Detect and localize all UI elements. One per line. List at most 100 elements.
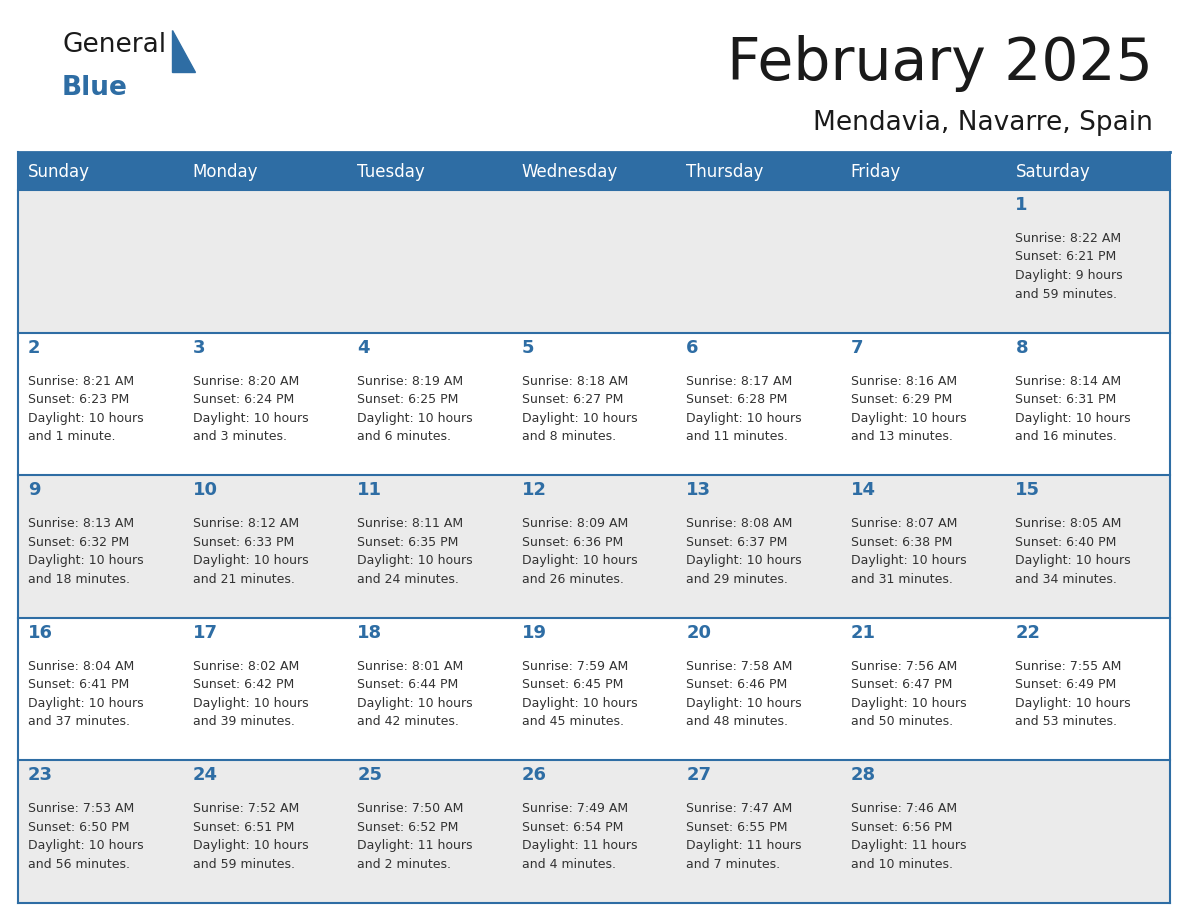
Text: Sunrise: 7:46 AM
Sunset: 6:56 PM
Daylight: 11 hours
and 10 minutes.: Sunrise: 7:46 AM Sunset: 6:56 PM Dayligh… bbox=[851, 802, 966, 871]
Text: Tuesday: Tuesday bbox=[358, 163, 425, 181]
Text: Sunrise: 7:49 AM
Sunset: 6:54 PM
Daylight: 11 hours
and 4 minutes.: Sunrise: 7:49 AM Sunset: 6:54 PM Dayligh… bbox=[522, 802, 637, 871]
Text: Wednesday: Wednesday bbox=[522, 163, 618, 181]
Text: Sunrise: 8:14 AM
Sunset: 6:31 PM
Daylight: 10 hours
and 16 minutes.: Sunrise: 8:14 AM Sunset: 6:31 PM Dayligh… bbox=[1016, 375, 1131, 443]
Text: Saturday: Saturday bbox=[1016, 163, 1091, 181]
Text: 11: 11 bbox=[358, 481, 383, 499]
FancyBboxPatch shape bbox=[676, 618, 841, 760]
FancyBboxPatch shape bbox=[841, 476, 1005, 618]
Text: General: General bbox=[62, 32, 166, 58]
Text: 25: 25 bbox=[358, 767, 383, 784]
Text: Sunrise: 8:22 AM
Sunset: 6:21 PM
Daylight: 9 hours
and 59 minutes.: Sunrise: 8:22 AM Sunset: 6:21 PM Dayligh… bbox=[1016, 232, 1123, 300]
Text: 19: 19 bbox=[522, 624, 546, 642]
Text: 13: 13 bbox=[687, 481, 712, 499]
FancyBboxPatch shape bbox=[676, 476, 841, 618]
Text: 12: 12 bbox=[522, 481, 546, 499]
Text: Sunrise: 8:21 AM
Sunset: 6:23 PM
Daylight: 10 hours
and 1 minute.: Sunrise: 8:21 AM Sunset: 6:23 PM Dayligh… bbox=[29, 375, 144, 443]
FancyBboxPatch shape bbox=[18, 152, 183, 190]
Text: 4: 4 bbox=[358, 339, 369, 356]
Text: Sunrise: 8:18 AM
Sunset: 6:27 PM
Daylight: 10 hours
and 8 minutes.: Sunrise: 8:18 AM Sunset: 6:27 PM Dayligh… bbox=[522, 375, 637, 443]
Text: Sunrise: 7:53 AM
Sunset: 6:50 PM
Daylight: 10 hours
and 56 minutes.: Sunrise: 7:53 AM Sunset: 6:50 PM Dayligh… bbox=[29, 802, 144, 871]
FancyBboxPatch shape bbox=[1005, 476, 1170, 618]
FancyBboxPatch shape bbox=[183, 618, 347, 760]
Text: 14: 14 bbox=[851, 481, 876, 499]
FancyBboxPatch shape bbox=[347, 618, 512, 760]
FancyBboxPatch shape bbox=[18, 618, 183, 760]
Text: 21: 21 bbox=[851, 624, 876, 642]
Text: Sunrise: 8:16 AM
Sunset: 6:29 PM
Daylight: 10 hours
and 13 minutes.: Sunrise: 8:16 AM Sunset: 6:29 PM Dayligh… bbox=[851, 375, 967, 443]
FancyBboxPatch shape bbox=[18, 476, 183, 618]
Text: 1: 1 bbox=[1016, 196, 1028, 214]
Text: 2: 2 bbox=[29, 339, 40, 356]
FancyBboxPatch shape bbox=[841, 618, 1005, 760]
Text: February 2025: February 2025 bbox=[727, 35, 1154, 92]
FancyBboxPatch shape bbox=[676, 190, 841, 332]
FancyBboxPatch shape bbox=[676, 760, 841, 903]
Text: 26: 26 bbox=[522, 767, 546, 784]
Text: Sunrise: 8:17 AM
Sunset: 6:28 PM
Daylight: 10 hours
and 11 minutes.: Sunrise: 8:17 AM Sunset: 6:28 PM Dayligh… bbox=[687, 375, 802, 443]
Text: Friday: Friday bbox=[851, 163, 902, 181]
FancyBboxPatch shape bbox=[183, 190, 347, 332]
FancyBboxPatch shape bbox=[18, 760, 183, 903]
Text: Sunrise: 8:20 AM
Sunset: 6:24 PM
Daylight: 10 hours
and 3 minutes.: Sunrise: 8:20 AM Sunset: 6:24 PM Dayligh… bbox=[192, 375, 308, 443]
FancyBboxPatch shape bbox=[347, 476, 512, 618]
FancyBboxPatch shape bbox=[347, 332, 512, 476]
Text: Sunrise: 8:05 AM
Sunset: 6:40 PM
Daylight: 10 hours
and 34 minutes.: Sunrise: 8:05 AM Sunset: 6:40 PM Dayligh… bbox=[1016, 517, 1131, 586]
FancyBboxPatch shape bbox=[512, 152, 676, 190]
FancyBboxPatch shape bbox=[512, 332, 676, 476]
FancyBboxPatch shape bbox=[183, 152, 347, 190]
Text: Sunrise: 8:04 AM
Sunset: 6:41 PM
Daylight: 10 hours
and 37 minutes.: Sunrise: 8:04 AM Sunset: 6:41 PM Dayligh… bbox=[29, 660, 144, 728]
Text: 16: 16 bbox=[29, 624, 53, 642]
Text: Sunrise: 8:01 AM
Sunset: 6:44 PM
Daylight: 10 hours
and 42 minutes.: Sunrise: 8:01 AM Sunset: 6:44 PM Dayligh… bbox=[358, 660, 473, 728]
Text: 20: 20 bbox=[687, 624, 712, 642]
FancyBboxPatch shape bbox=[512, 476, 676, 618]
FancyBboxPatch shape bbox=[676, 152, 841, 190]
Text: Sunrise: 7:52 AM
Sunset: 6:51 PM
Daylight: 10 hours
and 59 minutes.: Sunrise: 7:52 AM Sunset: 6:51 PM Dayligh… bbox=[192, 802, 308, 871]
Text: Mendavia, Navarre, Spain: Mendavia, Navarre, Spain bbox=[813, 110, 1154, 136]
Text: Thursday: Thursday bbox=[687, 163, 764, 181]
Text: 22: 22 bbox=[1016, 624, 1041, 642]
Text: 28: 28 bbox=[851, 767, 876, 784]
Text: Sunrise: 7:50 AM
Sunset: 6:52 PM
Daylight: 11 hours
and 2 minutes.: Sunrise: 7:50 AM Sunset: 6:52 PM Dayligh… bbox=[358, 802, 473, 871]
Text: Sunrise: 7:59 AM
Sunset: 6:45 PM
Daylight: 10 hours
and 45 minutes.: Sunrise: 7:59 AM Sunset: 6:45 PM Dayligh… bbox=[522, 660, 637, 728]
Text: Sunrise: 7:58 AM
Sunset: 6:46 PM
Daylight: 10 hours
and 48 minutes.: Sunrise: 7:58 AM Sunset: 6:46 PM Dayligh… bbox=[687, 660, 802, 728]
FancyBboxPatch shape bbox=[347, 190, 512, 332]
Text: Sunrise: 7:55 AM
Sunset: 6:49 PM
Daylight: 10 hours
and 53 minutes.: Sunrise: 7:55 AM Sunset: 6:49 PM Dayligh… bbox=[1016, 660, 1131, 728]
Text: Sunrise: 8:08 AM
Sunset: 6:37 PM
Daylight: 10 hours
and 29 minutes.: Sunrise: 8:08 AM Sunset: 6:37 PM Dayligh… bbox=[687, 517, 802, 586]
FancyBboxPatch shape bbox=[676, 332, 841, 476]
Text: Sunrise: 7:47 AM
Sunset: 6:55 PM
Daylight: 11 hours
and 7 minutes.: Sunrise: 7:47 AM Sunset: 6:55 PM Dayligh… bbox=[687, 802, 802, 871]
Text: 27: 27 bbox=[687, 767, 712, 784]
Text: 10: 10 bbox=[192, 481, 217, 499]
FancyBboxPatch shape bbox=[183, 476, 347, 618]
Text: Blue: Blue bbox=[62, 75, 128, 101]
FancyBboxPatch shape bbox=[18, 332, 183, 476]
Text: 23: 23 bbox=[29, 767, 53, 784]
FancyBboxPatch shape bbox=[1005, 332, 1170, 476]
FancyBboxPatch shape bbox=[841, 152, 1005, 190]
FancyBboxPatch shape bbox=[18, 190, 183, 332]
FancyBboxPatch shape bbox=[841, 332, 1005, 476]
Text: Monday: Monday bbox=[192, 163, 258, 181]
FancyBboxPatch shape bbox=[183, 760, 347, 903]
Text: Sunrise: 8:12 AM
Sunset: 6:33 PM
Daylight: 10 hours
and 21 minutes.: Sunrise: 8:12 AM Sunset: 6:33 PM Dayligh… bbox=[192, 517, 308, 586]
Text: Sunrise: 8:13 AM
Sunset: 6:32 PM
Daylight: 10 hours
and 18 minutes.: Sunrise: 8:13 AM Sunset: 6:32 PM Dayligh… bbox=[29, 517, 144, 586]
FancyBboxPatch shape bbox=[841, 190, 1005, 332]
Text: 15: 15 bbox=[1016, 481, 1041, 499]
Text: Sunrise: 8:09 AM
Sunset: 6:36 PM
Daylight: 10 hours
and 26 minutes.: Sunrise: 8:09 AM Sunset: 6:36 PM Dayligh… bbox=[522, 517, 637, 586]
Text: 18: 18 bbox=[358, 624, 383, 642]
FancyBboxPatch shape bbox=[841, 760, 1005, 903]
FancyBboxPatch shape bbox=[347, 760, 512, 903]
FancyBboxPatch shape bbox=[183, 332, 347, 476]
Text: 9: 9 bbox=[29, 481, 40, 499]
FancyBboxPatch shape bbox=[1005, 618, 1170, 760]
FancyBboxPatch shape bbox=[1005, 190, 1170, 332]
Text: Sunrise: 8:02 AM
Sunset: 6:42 PM
Daylight: 10 hours
and 39 minutes.: Sunrise: 8:02 AM Sunset: 6:42 PM Dayligh… bbox=[192, 660, 308, 728]
Text: 6: 6 bbox=[687, 339, 699, 356]
Text: Sunrise: 8:07 AM
Sunset: 6:38 PM
Daylight: 10 hours
and 31 minutes.: Sunrise: 8:07 AM Sunset: 6:38 PM Dayligh… bbox=[851, 517, 967, 586]
Text: Sunrise: 8:11 AM
Sunset: 6:35 PM
Daylight: 10 hours
and 24 minutes.: Sunrise: 8:11 AM Sunset: 6:35 PM Dayligh… bbox=[358, 517, 473, 586]
Text: Sunrise: 7:56 AM
Sunset: 6:47 PM
Daylight: 10 hours
and 50 minutes.: Sunrise: 7:56 AM Sunset: 6:47 PM Dayligh… bbox=[851, 660, 967, 728]
Text: 8: 8 bbox=[1016, 339, 1028, 356]
FancyBboxPatch shape bbox=[512, 618, 676, 760]
Text: Sunrise: 8:19 AM
Sunset: 6:25 PM
Daylight: 10 hours
and 6 minutes.: Sunrise: 8:19 AM Sunset: 6:25 PM Dayligh… bbox=[358, 375, 473, 443]
FancyBboxPatch shape bbox=[347, 152, 512, 190]
Text: 3: 3 bbox=[192, 339, 206, 356]
